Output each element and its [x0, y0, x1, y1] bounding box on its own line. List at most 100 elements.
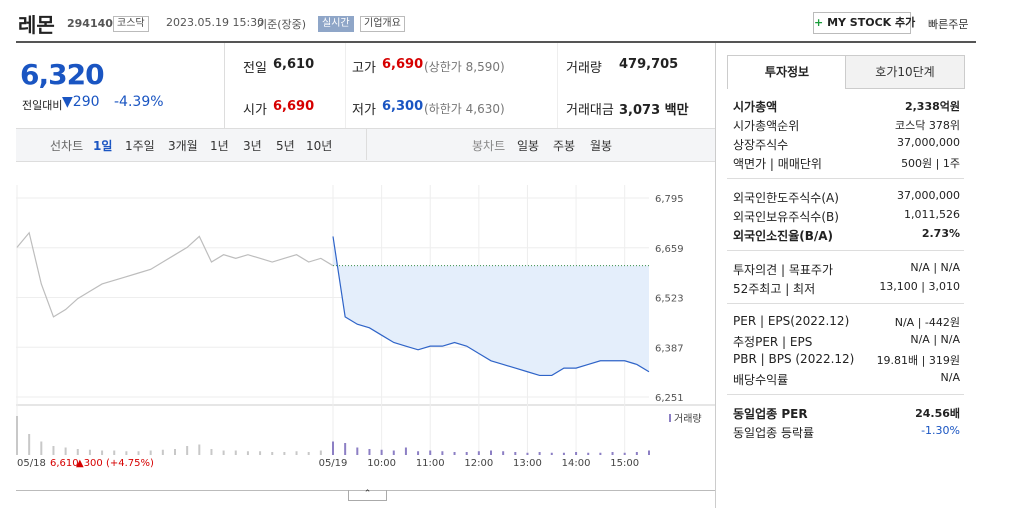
volume-bar	[88, 449, 91, 455]
volume-legend-swatch	[669, 414, 671, 422]
volume-bar	[52, 446, 55, 455]
tab[interactable]: 1년	[210, 139, 229, 153]
volume-bar	[149, 450, 152, 455]
my-stock-button[interactable]: + MY STOCK 추가	[813, 12, 915, 34]
x-tick-label: 05/18	[17, 458, 46, 469]
x-tick-label: 10:00	[367, 458, 396, 469]
info-value: 500원 | 1주	[901, 157, 960, 170]
realtime-badge[interactable]: 실시간	[318, 16, 354, 32]
info-label: 52주최고 | 최저	[733, 282, 816, 296]
info-label: 상장주식수	[733, 138, 789, 152]
info-separator	[727, 394, 964, 395]
info-value: N/A | N/A	[910, 333, 960, 346]
price-line	[16, 231, 334, 318]
info-label: 외국인소진율(B/A)	[733, 229, 834, 243]
volume-bar	[526, 452, 529, 455]
volume-bar	[514, 452, 517, 455]
tab[interactable]: 월봉	[590, 139, 613, 153]
info-tab[interactable]: 투자정보	[727, 55, 847, 89]
volume-bar	[611, 452, 614, 455]
volume-bar	[137, 451, 140, 455]
info-label: 액면가 | 매매단위	[733, 157, 822, 171]
volume-bar	[368, 449, 371, 455]
x-tick-label: 12:00	[464, 458, 493, 469]
info-value: N/A | N/A	[910, 261, 960, 274]
info-label: 배당수익률	[733, 373, 789, 387]
expand-button[interactable]: ⌃	[348, 490, 387, 501]
volume-bar	[441, 451, 444, 455]
volume-bar	[538, 452, 541, 455]
divider	[366, 128, 367, 160]
tab[interactable]: 1일	[93, 139, 113, 153]
tab[interactable]: 5년	[276, 139, 295, 153]
volume-bar	[465, 452, 468, 455]
summary-label: 저가	[352, 103, 376, 118]
volume-bar	[28, 434, 31, 455]
summary-value: 479,705	[619, 57, 679, 72]
change-value: 290	[72, 94, 100, 110]
change-rate: -4.39%	[114, 94, 164, 110]
company-button[interactable]: 기업개요	[360, 16, 405, 32]
header-rule	[16, 41, 976, 43]
volume-bar	[599, 452, 602, 455]
summary-label: 시가	[243, 103, 267, 118]
summary-value: 6,610	[273, 57, 315, 72]
volume-bar	[404, 447, 407, 455]
tab[interactable]: 일봉	[517, 139, 540, 153]
divider	[345, 43, 346, 128]
tab[interactable]: 3년	[243, 139, 262, 153]
tab[interactable]: 주봉	[553, 139, 576, 153]
volume-bar	[550, 452, 553, 455]
info-label: PBR | BPS (2022.12)	[733, 352, 855, 366]
info-label: 동일업종 등락률	[733, 426, 815, 440]
summary-label: 고가	[352, 61, 376, 76]
volume-bar	[76, 449, 79, 455]
info-label: 시가총액	[733, 100, 778, 114]
volume-bar	[344, 443, 347, 455]
y-tick-label: 6,251	[655, 393, 684, 404]
volume-bar	[161, 449, 164, 455]
volume-bar	[562, 452, 565, 455]
volume-bar	[648, 450, 650, 455]
volume-bar	[502, 451, 505, 455]
volume-bar	[16, 416, 18, 455]
tab[interactable]: 1주일	[125, 139, 155, 153]
x-tick-label: 11:00	[416, 458, 445, 469]
tab-bar	[16, 128, 715, 162]
summary-label: 전일	[243, 61, 267, 76]
quick-order[interactable]: 빠른주문	[928, 18, 969, 31]
y-tick-label: 6,387	[655, 343, 684, 354]
volume-bar	[222, 450, 225, 455]
x-tick-label: 15:00	[610, 458, 639, 469]
info-value: 37,000,000	[897, 136, 960, 149]
summary-value: 6,690	[273, 99, 315, 114]
market: 코스닥	[113, 16, 149, 32]
volume-bar	[417, 451, 420, 455]
divider	[557, 43, 558, 128]
volume-label: 거래량	[674, 413, 702, 425]
stock-code: 294140	[67, 17, 113, 30]
x-tick-label: 14:00	[562, 458, 591, 469]
volume-bar	[575, 452, 578, 455]
tab[interactable]: 10년	[306, 139, 333, 153]
volume-bar	[490, 450, 492, 455]
y-tick-label: 6,795	[655, 194, 684, 205]
summary-label: 거래량	[566, 61, 602, 76]
info-value: -1.30%	[921, 424, 960, 437]
volume-bar	[295, 451, 298, 455]
volume-bar	[453, 452, 456, 455]
info-label: 시가총액순위	[733, 119, 800, 133]
info-value: N/A | -442원	[894, 316, 960, 329]
price-line	[332, 236, 650, 377]
y-tick-label: 6,523	[655, 294, 684, 305]
tab[interactable]: 3개월	[168, 139, 198, 153]
info-label: 외국인한도주식수(A)	[733, 191, 839, 205]
info-separator	[727, 250, 964, 251]
summary-note: (하한가 4,630)	[424, 102, 505, 116]
info-tab[interactable]: 호가10단계	[845, 55, 965, 89]
change-label: 전일대비	[22, 99, 63, 112]
current-price: 6,320	[20, 58, 105, 91]
summary-value: 6,300	[382, 99, 424, 114]
